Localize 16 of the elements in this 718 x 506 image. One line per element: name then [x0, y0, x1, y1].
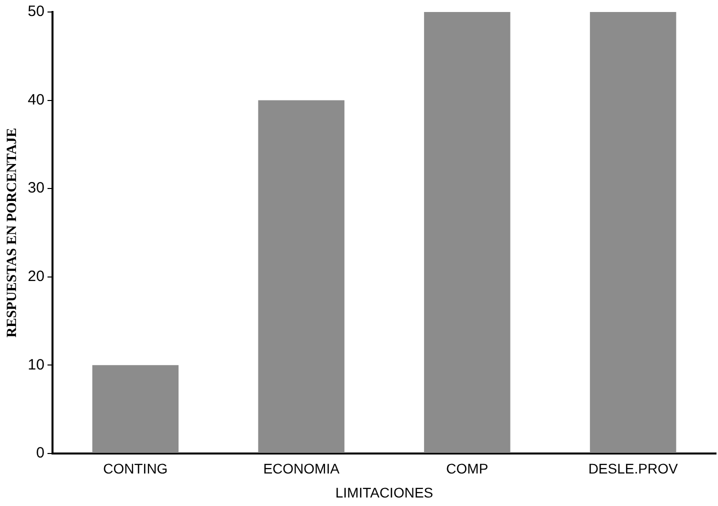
x-tick-label: ECONOMIA [263, 460, 340, 477]
bar [92, 365, 179, 453]
y-axis-title: RESPUESTAS EN PORCENTAJE [5, 128, 20, 338]
bar [258, 100, 344, 453]
y-tick-label: 0 [36, 444, 44, 462]
x-tick-label: DESLE.PROV [588, 460, 678, 477]
x-tick-label: CONTING [103, 460, 168, 477]
x-tick-label: COMP [446, 460, 488, 477]
y-tick-label: 10 [28, 356, 44, 374]
y-tick-label: 20 [28, 268, 44, 285]
y-tick-label: 50 [28, 3, 44, 20]
bar [590, 12, 676, 453]
x-axis-title: LIMITACIONES [335, 484, 434, 500]
y-tick-label: 30 [28, 180, 44, 197]
bar [424, 12, 510, 453]
y-tick-label: 40 [28, 91, 44, 108]
